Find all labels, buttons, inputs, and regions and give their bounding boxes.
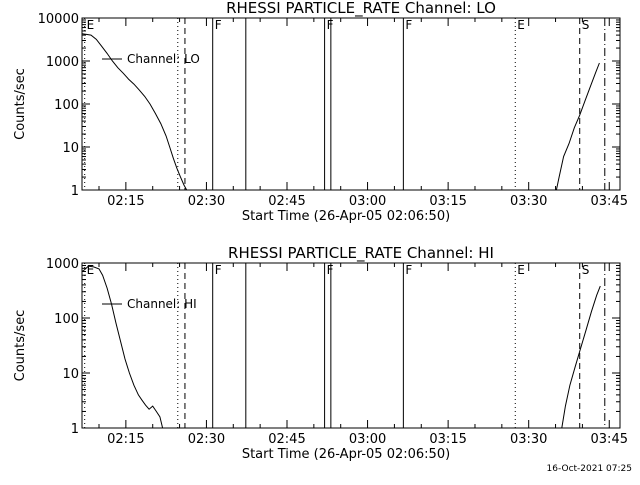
y-axis-label: Counts/sec [13, 310, 28, 382]
x-tick-label: 03:15 [429, 432, 466, 447]
chart-title: RHESSI PARTICLE_RATE Channel: HI [228, 244, 494, 263]
y-tick-label: 10 [62, 367, 79, 382]
footer-timestamp: 16-Oct-2021 07:25 [546, 464, 632, 474]
x-tick-label: 02:15 [107, 432, 144, 447]
y-tick-label: 1 [71, 422, 79, 437]
y-tick-label: 10 [62, 141, 79, 156]
x-tick-label: 02:15 [107, 194, 144, 209]
plot-frame [81, 17, 621, 191]
event-marker-label: F [327, 263, 334, 277]
plot-frame [81, 262, 621, 429]
x-axis-label: Start Time (26-Apr-05 02:06:50) [242, 447, 450, 462]
event-marker-label: F [215, 18, 222, 32]
series-line-segment [555, 62, 600, 191]
x-tick-label: 02:30 [188, 432, 225, 447]
event-marker-label: S [582, 263, 590, 277]
x-tick-label: 03:30 [510, 432, 547, 447]
x-tick-label: 02:45 [268, 432, 305, 447]
chart-panel-2: RHESSI PARTICLE_RATE Channel: HI 1 10 100 10… [13, 244, 628, 462]
x-tick-label: 03:00 [349, 432, 386, 447]
y-tick-label: 10000 [38, 12, 79, 27]
chart-title: RHESSI PARTICLE_RATE Channel: LO [226, 0, 496, 18]
y-axis-label: Counts/sec [13, 68, 28, 140]
series-line-segment [81, 33, 188, 191]
event-marker-label: E [87, 18, 95, 32]
y-tick-label: 1000 [46, 55, 79, 70]
y-tick-label: 100 [54, 98, 79, 113]
y-tick-label: 100 [54, 312, 79, 327]
x-axis-label: Start Time (26-Apr-05 02:06:50) [242, 209, 450, 224]
event-marker-label: S [582, 18, 590, 32]
x-tick-label: 03:15 [429, 194, 466, 209]
event-marker-label: F [327, 18, 334, 32]
legend-label: Channel: LO [127, 52, 200, 66]
series-line-segment [561, 285, 601, 429]
x-tick-label: 03:00 [349, 194, 386, 209]
x-tick-label: 03:45 [591, 432, 628, 447]
event-marker-label: E [517, 18, 525, 32]
x-tick-label: 03:45 [591, 194, 628, 209]
event-marker-label: F [405, 18, 412, 32]
event-marker-label: F [215, 263, 222, 277]
x-tick-label: 03:30 [510, 194, 547, 209]
series-line-segment [81, 265, 164, 429]
event-marker-label: E [87, 263, 95, 277]
x-tick-label: 02:30 [188, 194, 225, 209]
event-marker-label: E [517, 263, 525, 277]
legend-label: Channel: HI [127, 297, 197, 311]
y-tick-label: 1000 [46, 257, 79, 272]
y-tick-label: 1 [71, 184, 79, 199]
event-marker-label: F [405, 263, 412, 277]
x-tick-label: 02:45 [268, 194, 305, 209]
chart-panel-1: RHESSI PARTICLE_RATE Channel: LO 1 10 100 10… [13, 0, 628, 224]
